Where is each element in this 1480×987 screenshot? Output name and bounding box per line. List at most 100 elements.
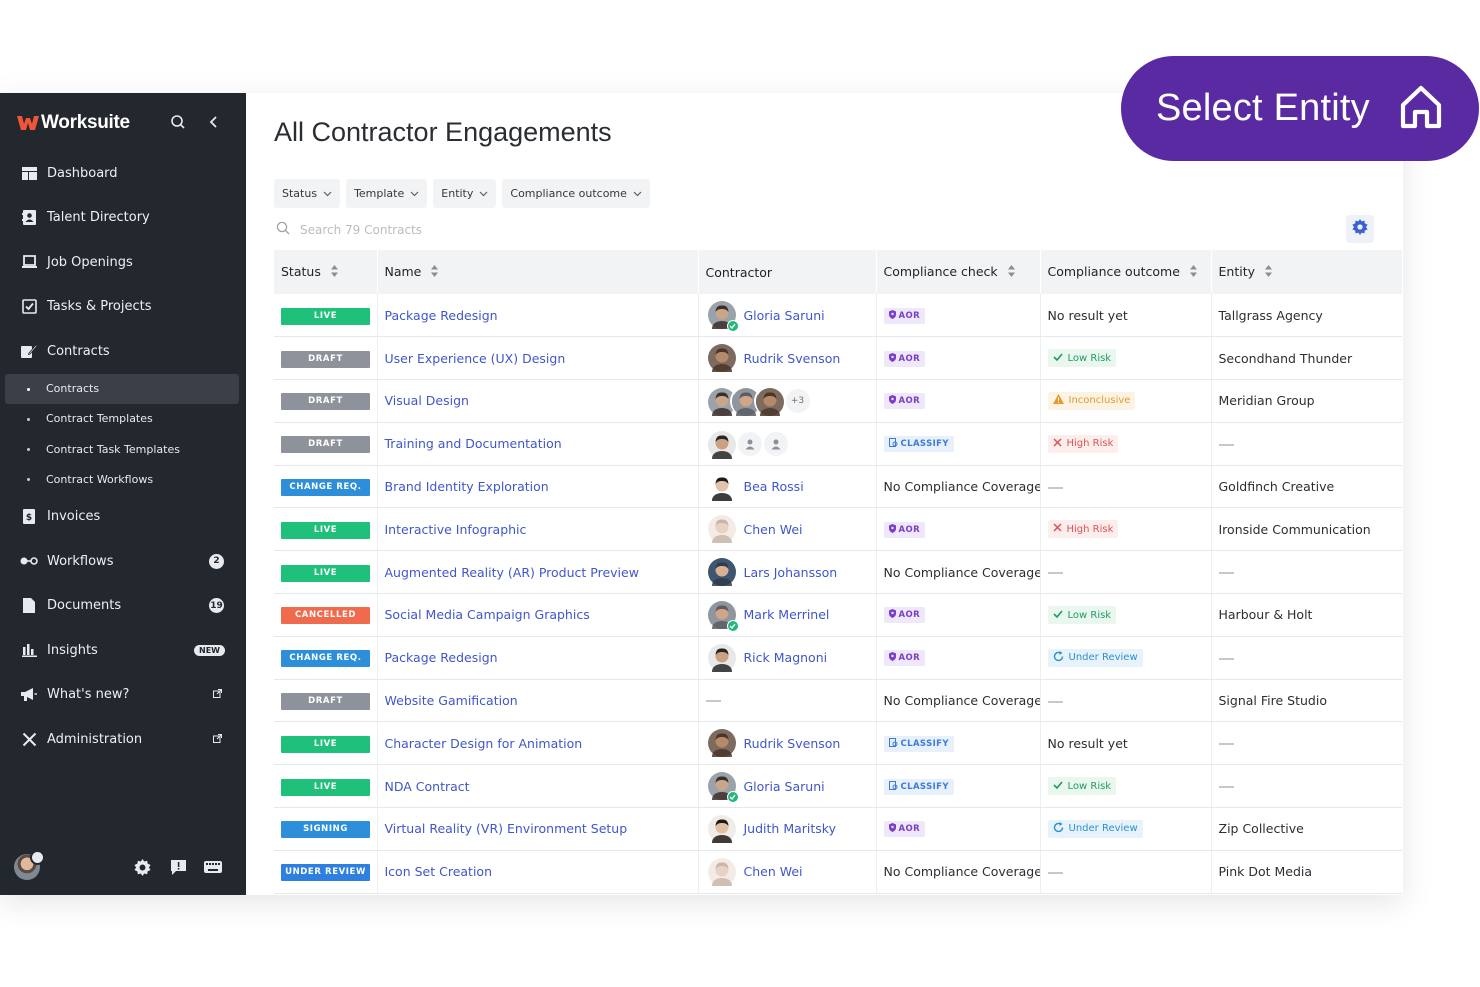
- aor-chip[interactable]: AOR: [883, 350, 926, 367]
- engagement-name-link[interactable]: User Experience (UX) Design: [384, 350, 566, 366]
- sidebar-subitem-contract-task-templates[interactable]: Contract Task Templates: [0, 434, 246, 464]
- contractor-name-link[interactable]: Lars Johansson: [743, 564, 838, 580]
- table-row[interactable]: LIVE Augmented Reality (AR) Product Previ…: [274, 550, 1402, 595]
- avatar[interactable]: [705, 812, 738, 849]
- table-row[interactable]: DRAFT Training and Documentation CLASSIFY H…: [274, 422, 1402, 466]
- avatar[interactable]: [705, 385, 736, 422]
- classify-chip[interactable]: CLASSIFY: [883, 778, 954, 795]
- sort-icon[interactable]: [431, 265, 439, 280]
- table-row[interactable]: CHANGE REQ. Package Redesign Rick Magnoni A…: [274, 636, 1402, 680]
- avatar[interactable]: [705, 770, 739, 807]
- column-header-name[interactable]: Name: [377, 250, 699, 294]
- sort-icon[interactable]: [1189, 265, 1197, 280]
- contractor-name-link[interactable]: Rudrik Svenson: [743, 350, 841, 366]
- search-input[interactable]: Search 79 Contracts: [300, 222, 422, 237]
- engagement-name-link[interactable]: NDA Contract: [384, 778, 470, 794]
- collapse-chevron-icon[interactable]: [204, 112, 224, 132]
- avatar[interactable]: [705, 513, 738, 550]
- table-row[interactable]: LIVE Interactive Infographic Chen Wei AOR Hi…: [274, 507, 1402, 552]
- filter-status[interactable]: Status: [274, 179, 341, 208]
- contractor-name-link[interactable]: Gloria Saruni: [743, 778, 825, 794]
- avatar[interactable]: [705, 342, 738, 379]
- engagement-name-link[interactable]: Character Design for Animation: [384, 735, 583, 751]
- avatar[interactable]: [705, 556, 738, 593]
- contractor-name-link[interactable]: Gloria Saruni: [743, 307, 825, 323]
- sort-icon[interactable]: [1265, 265, 1272, 280]
- table-row[interactable]: DRAFT User Experience (UX) Design Rudrik S…: [274, 336, 1402, 381]
- engagement-name-link[interactable]: Visual Design: [384, 393, 469, 409]
- engagement-name-link[interactable]: Training and Documentation: [384, 436, 562, 452]
- table-row[interactable]: DRAFT Website Gamification No Compliance C…: [274, 679, 1402, 723]
- feedback-chat-icon[interactable]: [169, 858, 187, 876]
- search-icon[interactable]: [168, 112, 188, 132]
- filter-template[interactable]: Template: [346, 179, 428, 208]
- aor-chip[interactable]: AOR: [883, 650, 926, 667]
- avatar[interactable]: [705, 727, 738, 764]
- contractor-name-link[interactable]: Judith Maritsky: [743, 821, 836, 837]
- sort-icon[interactable]: [330, 265, 338, 280]
- brand[interactable]: Worksuite: [17, 111, 130, 135]
- column-header-status[interactable]: Status: [274, 250, 378, 294]
- filter-compliance-outcome[interactable]: Compliance outcome: [502, 179, 650, 208]
- contractor-name-link[interactable]: Rick Magnoni: [743, 650, 828, 666]
- sidebar-item-tasks-projects[interactable]: Tasks & Projects: [0, 285, 246, 330]
- column-header-entity[interactable]: Entity: [1211, 250, 1402, 294]
- aor-chip[interactable]: AOR: [883, 607, 926, 624]
- aor-chip[interactable]: AOR: [883, 307, 926, 324]
- contractor-name-link[interactable]: Bea Rossi: [743, 479, 804, 495]
- table-row[interactable]: LIVE NDA Contract Gloria Saruni CLASSIFY Low…: [274, 764, 1402, 809]
- sidebar-item-whats-new[interactable]: What's new?: [0, 673, 246, 718]
- settings-gear-icon[interactable]: [133, 858, 151, 876]
- sidebar-item-administration[interactable]: Administration: [0, 717, 246, 762]
- more-contractors-count[interactable]: +3: [785, 388, 810, 413]
- aor-chip[interactable]: AOR: [883, 393, 926, 410]
- filter-entity[interactable]: Entity: [433, 179, 497, 208]
- classify-chip[interactable]: CLASSIFY: [883, 735, 954, 752]
- engagement-name-link[interactable]: Augmented Reality (AR) Product Preview: [384, 564, 639, 580]
- avatar[interactable]: [705, 855, 738, 892]
- select-entity-button[interactable]: Select Entity: [1121, 56, 1479, 161]
- avatar[interactable]: [705, 299, 739, 336]
- engagement-name-link[interactable]: Website Gamification: [384, 693, 518, 709]
- sidebar-item-invoices[interactable]: $ Invoices: [0, 495, 246, 540]
- contractor-name-link[interactable]: Mark Merrinel: [743, 607, 830, 623]
- avatar[interactable]: [705, 598, 739, 635]
- sidebar-item-talent-directory[interactable]: Talent Directory: [0, 196, 246, 241]
- user-avatar[interactable]: [14, 850, 45, 880]
- column-header-compliance-check[interactable]: Compliance check: [876, 250, 1041, 294]
- search-bar[interactable]: Search 79 Contracts: [276, 221, 422, 238]
- avatar[interactable]: [705, 470, 738, 507]
- sidebar-subitem-contract-templates[interactable]: Contract Templates: [0, 404, 246, 434]
- engagement-name-link[interactable]: Icon Set Creation: [384, 864, 493, 880]
- sidebar-item-documents[interactable]: Documents 19: [0, 584, 246, 629]
- contractor-name-link[interactable]: Chen Wei: [743, 521, 803, 537]
- sidebar-item-contracts[interactable]: Contracts: [0, 329, 246, 374]
- sidebar-item-job-openings[interactable]: Job Openings: [0, 240, 246, 285]
- engagement-name-link[interactable]: Brand Identity Exploration: [384, 479, 549, 495]
- keyboard-icon[interactable]: [204, 858, 222, 876]
- avatar[interactable]: [705, 428, 736, 465]
- contractor-name-link[interactable]: Chen Wei: [743, 864, 803, 880]
- table-row[interactable]: DRAFT Visual Design +3 AOR Inconclusive Merid…: [274, 379, 1402, 423]
- contractor-name-link[interactable]: Rudrik Svenson: [743, 735, 841, 751]
- engagement-name-link[interactable]: Interactive Infographic: [384, 521, 527, 537]
- engagement-name-link[interactable]: Virtual Reality (VR) Environment Setup: [384, 821, 628, 837]
- sort-icon[interactable]: [1007, 265, 1015, 280]
- sidebar-subitem-contracts[interactable]: Contracts: [5, 373, 239, 404]
- aor-chip[interactable]: AOR: [883, 821, 926, 838]
- table-row[interactable]: CHANGE REQ. Brand Identity Exploration Bea…: [274, 465, 1402, 509]
- sidebar-item-insights[interactable]: Insights NEW: [0, 628, 246, 673]
- column-header-contractor[interactable]: Contractor: [698, 250, 877, 294]
- avatar[interactable]: [753, 385, 784, 422]
- avatar[interactable]: [705, 641, 738, 678]
- table-settings-button[interactable]: [1346, 215, 1374, 243]
- table-row[interactable]: LIVE Character Design for Animation Rudrik…: [274, 721, 1402, 766]
- engagement-name-link[interactable]: Social Media Campaign Graphics: [384, 607, 590, 623]
- engagement-name-link[interactable]: Package Redesign: [384, 307, 498, 323]
- aor-chip[interactable]: AOR: [883, 521, 926, 538]
- sidebar-item-workflows[interactable]: Workflows 2: [0, 539, 246, 584]
- column-header-compliance-outcome[interactable]: Compliance outcome: [1040, 250, 1212, 294]
- table-row[interactable]: CANCELLED Social Media Campaign Graphics M…: [274, 593, 1402, 637]
- sidebar-item-dashboard[interactable]: Dashboard: [0, 151, 246, 196]
- table-row[interactable]: SIGNING Virtual Reality (VR) Environment …: [274, 807, 1402, 851]
